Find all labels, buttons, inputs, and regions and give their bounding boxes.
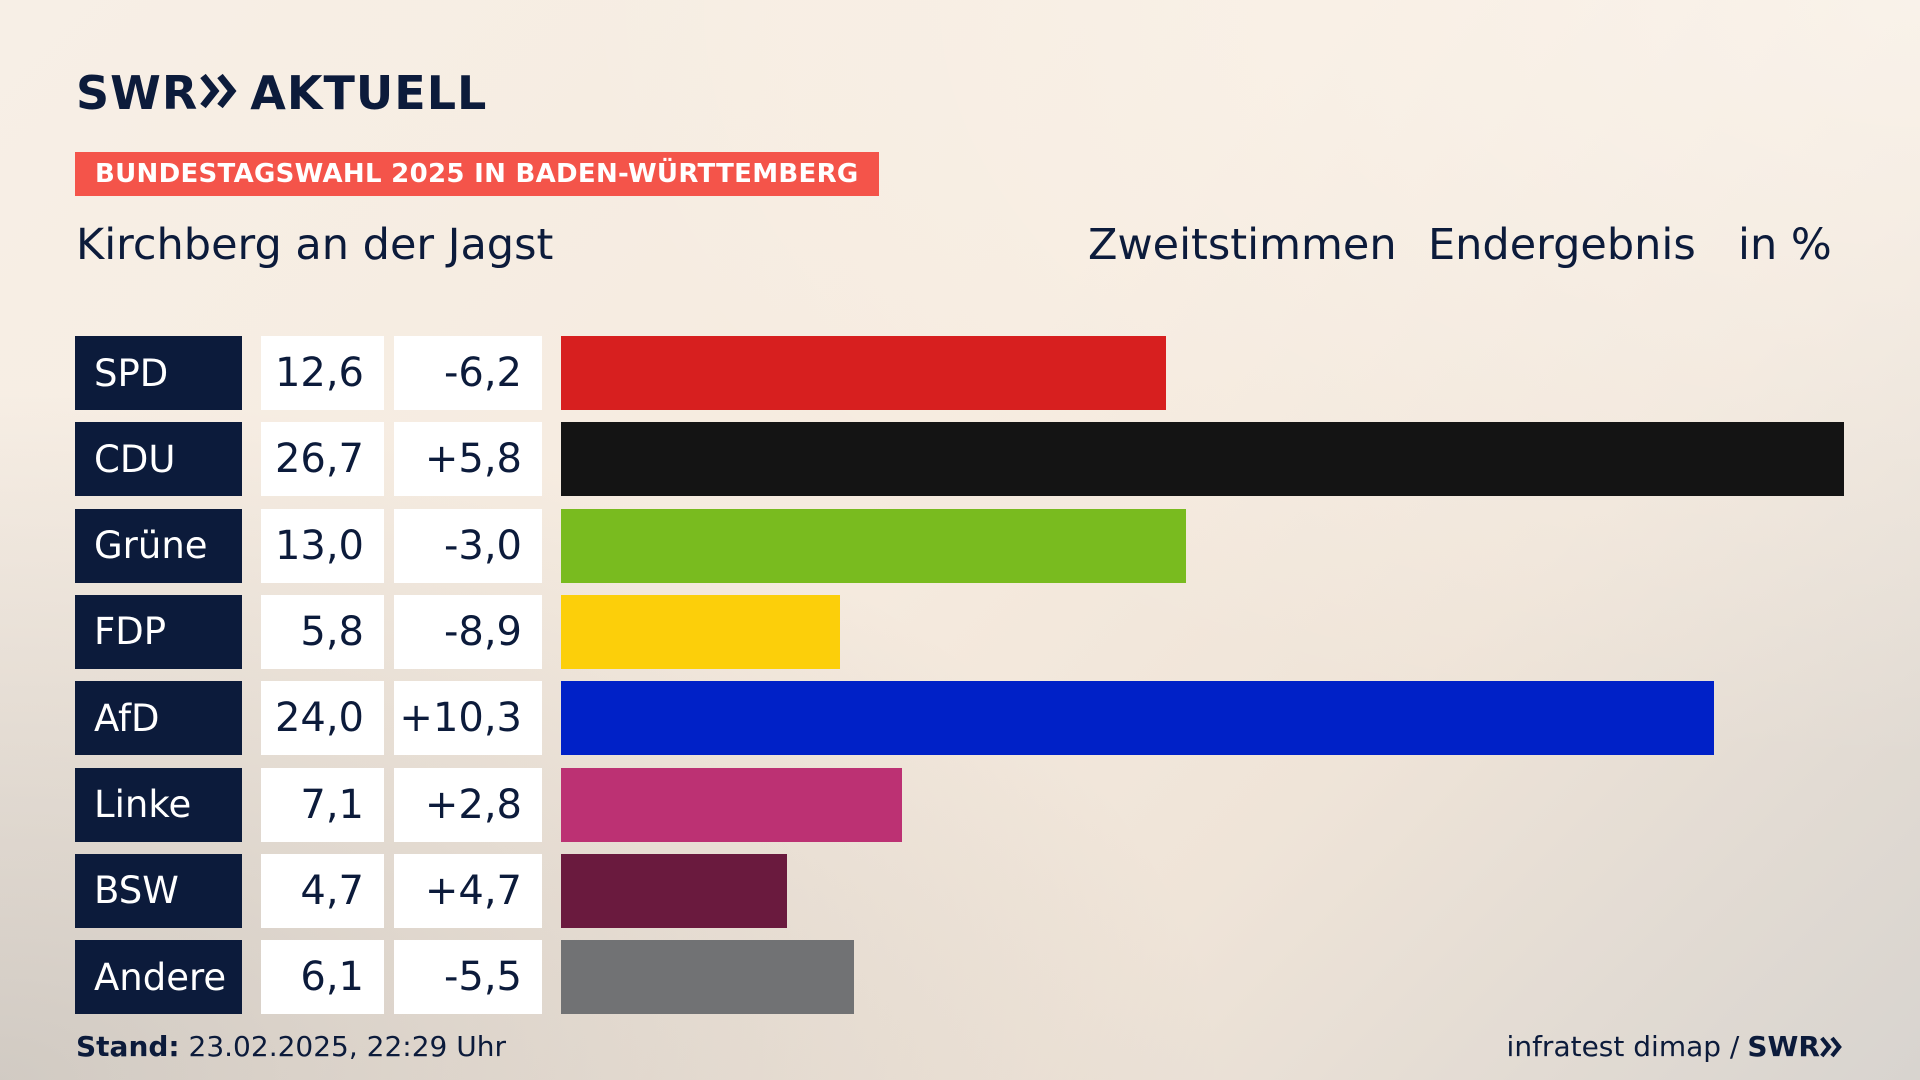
result-bar xyxy=(561,336,1167,410)
vote-share-label: 7,1 xyxy=(261,767,384,842)
source-swr-text: SWR xyxy=(1747,1030,1820,1063)
result-bar xyxy=(561,853,787,928)
vote-share-label: 26,7 xyxy=(261,422,384,497)
stand-value: 23.02.2025, 22:29 Uhr xyxy=(188,1030,506,1063)
vote-share-label: 5,8 xyxy=(261,594,384,669)
result-bar xyxy=(561,422,1844,497)
vote-share-label: 12,6 xyxy=(261,336,384,410)
result-bar xyxy=(561,681,1715,756)
party-label: FDP xyxy=(75,594,242,669)
party-label: Linke xyxy=(75,767,242,842)
change-label: +5,8 xyxy=(394,422,542,497)
footer-stand: Stand: 23.02.2025, 22:29 Uhr xyxy=(76,1030,506,1063)
election-tag: BUNDESTAGSWAHL 2025 IN BADEN-WÜRTTEMBERG xyxy=(75,152,879,196)
header-vote-type: Zweitstimmen xyxy=(1088,220,1397,270)
party-label: CDU xyxy=(75,422,242,497)
swr-aktuell-logo: SWR AKTUELL xyxy=(76,66,487,120)
party-label: BSW xyxy=(75,853,242,928)
change-label: -3,0 xyxy=(394,508,542,583)
source-chevron-icon xyxy=(1820,1036,1842,1057)
party-label: AfD xyxy=(75,681,242,756)
party-label: Grüne xyxy=(75,508,242,583)
change-label: +2,8 xyxy=(394,767,542,842)
result-bar xyxy=(561,940,855,1015)
stand-label: Stand: xyxy=(76,1030,180,1063)
result-bar xyxy=(561,508,1186,583)
logo-aktuell-text: AKTUELL xyxy=(250,66,488,120)
source-text: infratest dimap / xyxy=(1506,1030,1740,1063)
change-label: -6,2 xyxy=(394,336,542,410)
party-label: SPD xyxy=(75,336,242,410)
party-label: Andere xyxy=(75,940,242,1015)
place-title: Kirchberg an der Jagst xyxy=(76,220,554,270)
logo-swr-text: SWR xyxy=(76,66,199,120)
vote-share-label: 4,7 xyxy=(261,853,384,928)
result-bar xyxy=(561,767,903,842)
change-label: -8,9 xyxy=(394,594,542,669)
vote-share-label: 24,0 xyxy=(261,681,384,756)
footer-source: infratest dimap / SWR xyxy=(1507,1030,1844,1063)
change-label: -5,5 xyxy=(394,940,542,1015)
source-swr-logo: SWR xyxy=(1747,1030,1844,1063)
result-bar xyxy=(561,594,840,669)
change-label: +4,7 xyxy=(394,853,542,928)
double-chevron-icon xyxy=(200,66,240,120)
vote-share-label: 13,0 xyxy=(261,508,384,583)
header-unit: in % xyxy=(1738,220,1832,270)
vote-share-label: 6,1 xyxy=(261,940,384,1015)
change-label: +10,3 xyxy=(394,681,542,756)
header-status: Endergebnis xyxy=(1428,220,1696,270)
